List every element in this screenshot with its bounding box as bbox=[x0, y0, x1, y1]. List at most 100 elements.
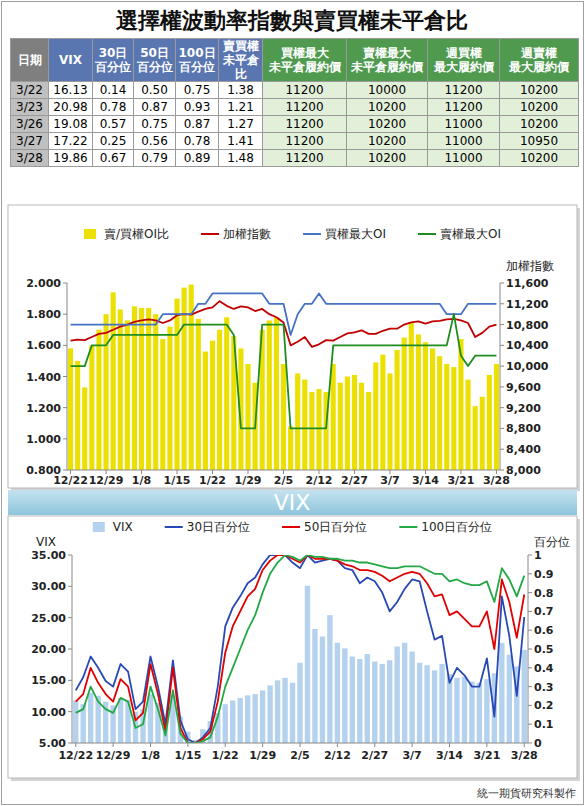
table-cell: 0.78 bbox=[93, 99, 134, 116]
table-cell: 0.79 bbox=[134, 150, 176, 167]
legend-item: 30日百分位 bbox=[165, 520, 250, 534]
tick bbox=[68, 617, 72, 618]
x-tick-label: 2/5 bbox=[274, 474, 293, 487]
legend-item: 賣/買權OI比 bbox=[84, 227, 169, 241]
table-cell: 0.56 bbox=[134, 133, 176, 150]
bar bbox=[416, 334, 421, 470]
bar bbox=[174, 299, 179, 470]
table-cell: 3/28 bbox=[11, 150, 49, 167]
bar bbox=[96, 330, 101, 470]
bar bbox=[338, 383, 343, 470]
bar bbox=[302, 380, 307, 470]
tick bbox=[68, 711, 72, 712]
table-cell: 1.48 bbox=[219, 150, 263, 167]
bar bbox=[153, 314, 158, 470]
bar bbox=[345, 377, 350, 471]
x-tick-label: 12/22 bbox=[53, 474, 88, 487]
table-cell: 19.08 bbox=[49, 116, 93, 133]
bar bbox=[312, 629, 317, 743]
tick bbox=[63, 283, 67, 284]
bar bbox=[480, 397, 485, 470]
bar bbox=[245, 364, 250, 470]
tick-label: 11,600 bbox=[506, 277, 549, 290]
legend-swatch bbox=[399, 526, 417, 528]
x-tick-label: 1/15 bbox=[174, 749, 201, 762]
x-tick-label: 3/14 bbox=[436, 749, 463, 762]
bar bbox=[424, 665, 429, 743]
bar bbox=[316, 389, 321, 470]
bar bbox=[387, 373, 392, 470]
tick-label: 8,000 bbox=[506, 464, 541, 477]
tick bbox=[528, 630, 532, 631]
table-cell: 0.25 bbox=[93, 133, 134, 150]
bar bbox=[146, 308, 151, 470]
bar bbox=[305, 586, 310, 743]
legend-label: VIX bbox=[113, 520, 133, 534]
bar bbox=[380, 664, 385, 743]
bar bbox=[522, 650, 527, 743]
axis-label: VIX bbox=[36, 535, 56, 549]
table-cell: 11200 bbox=[428, 99, 500, 116]
tick bbox=[225, 743, 226, 747]
bar bbox=[196, 319, 201, 470]
legend-item: 50日百分位 bbox=[282, 520, 367, 534]
table-cell: 3/26 bbox=[11, 116, 49, 133]
x-tick-label: 2/5 bbox=[290, 749, 309, 762]
tick-label: 0.5 bbox=[534, 643, 554, 656]
x-tick-label: 12/29 bbox=[89, 474, 124, 487]
panel bbox=[8, 205, 577, 488]
bar bbox=[430, 348, 435, 470]
tick bbox=[262, 743, 263, 747]
tick-label: 0.7 bbox=[534, 605, 554, 618]
bar bbox=[437, 356, 442, 470]
line bbox=[76, 555, 525, 743]
x-tick-label: 1/29 bbox=[249, 749, 276, 762]
table-cell: 0.14 bbox=[93, 82, 134, 99]
table-cell: 10200 bbox=[500, 116, 579, 133]
title: 選擇權波動率指數與賣買權未平倉比 bbox=[116, 8, 468, 33]
tick bbox=[68, 555, 72, 556]
bar bbox=[160, 339, 165, 470]
header-cell: VIX bbox=[49, 39, 93, 82]
header-cell: 週賣權 最大履約價 bbox=[500, 39, 579, 82]
bar bbox=[132, 306, 137, 470]
table-cell: 0.67 bbox=[93, 150, 134, 167]
tick bbox=[187, 743, 188, 747]
tick-label: 30.00 bbox=[31, 580, 66, 593]
bar bbox=[394, 646, 399, 743]
bar bbox=[484, 679, 489, 743]
x-tick-label: 12/22 bbox=[58, 749, 93, 762]
bar bbox=[335, 643, 340, 743]
tick-label: 0.8 bbox=[534, 587, 554, 600]
bar bbox=[357, 659, 362, 743]
bar bbox=[139, 308, 144, 470]
bar bbox=[451, 367, 456, 470]
tick bbox=[500, 407, 504, 408]
bar bbox=[309, 392, 314, 470]
tick-label: 10,000 bbox=[506, 360, 549, 373]
x-tick-label: 2/27 bbox=[341, 474, 368, 487]
bar bbox=[447, 674, 452, 743]
table-cell: 20.98 bbox=[49, 99, 93, 116]
tick-label: 1.600 bbox=[26, 339, 61, 352]
table-cell: 10000 bbox=[347, 82, 428, 99]
bar bbox=[402, 338, 407, 470]
bar bbox=[366, 392, 371, 470]
table-cell: 11200 bbox=[263, 150, 347, 167]
bar bbox=[203, 352, 208, 470]
tick bbox=[528, 592, 532, 593]
bar bbox=[217, 330, 222, 470]
table-cell: 0.57 bbox=[93, 116, 134, 133]
legend: 賣/買權OI比加權指數買權最大OI賣權最大OI bbox=[84, 227, 501, 241]
x-tick-label: 2/12 bbox=[305, 474, 332, 487]
bar bbox=[320, 636, 325, 743]
tick bbox=[63, 376, 67, 377]
tick-label: 1.000 bbox=[26, 433, 61, 446]
bar bbox=[380, 355, 385, 470]
bar bbox=[238, 698, 243, 743]
tick-label: 8,800 bbox=[506, 422, 541, 435]
bar bbox=[466, 380, 471, 470]
tick bbox=[500, 386, 504, 387]
table-cell: 0.93 bbox=[176, 99, 219, 116]
legend-swatch bbox=[303, 233, 321, 235]
